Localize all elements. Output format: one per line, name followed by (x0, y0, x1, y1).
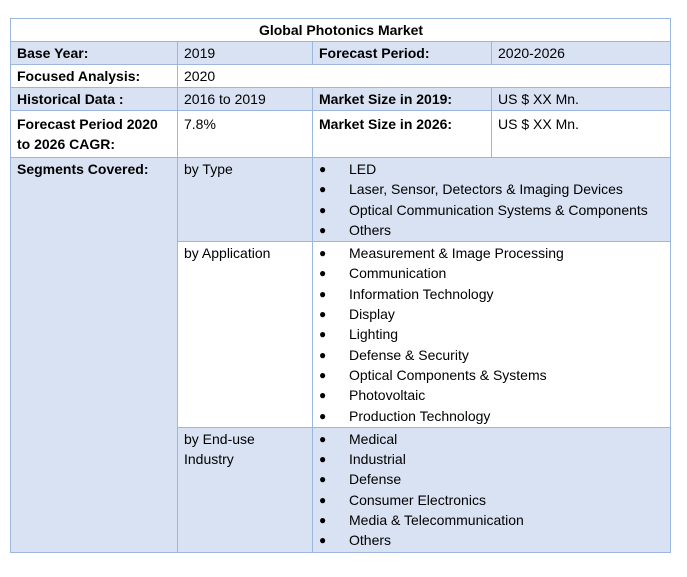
base-year-label: Base Year: (10, 41, 178, 65)
segment-row-type: Segments Covered: by Type ● LED ● Laser, Se… (10, 156, 672, 553)
list-item-text: Display (349, 306, 395, 323)
segment-name: by Application (177, 241, 313, 428)
segment-name: by Type (177, 156, 313, 243)
bullet-icon: ● (319, 367, 327, 382)
list-item-text: Optical Components & Systems (349, 366, 547, 383)
bullet-icon: ● (319, 286, 327, 301)
list-item-text: Medical (349, 430, 398, 447)
list-item: ● Lighting (319, 324, 665, 344)
market-size-2019-value: US $ XX Mn. (490, 87, 672, 111)
segment-row-end-use: by End-use Industry ● Medical ● Industrial ●… (11, 426, 672, 553)
list-item: ● Defense (319, 469, 665, 489)
list-item-text: Others (349, 532, 392, 549)
segment-items-cell: ● Measurement & Image Processing ● Communic… (311, 241, 672, 428)
list-item-text: Optical Communication Systems & Componen… (349, 201, 648, 218)
list-item-text: LED (349, 161, 377, 177)
bullet-icon: ● (319, 266, 327, 281)
segment-items-cell: ● Medical ● Industrial ● Defense ● Consumer Ele… (311, 426, 672, 553)
list-item-text: Defense (349, 471, 402, 488)
segment-list: ● LED ● Laser, Sensor, Detectors & Imaging … (319, 159, 665, 240)
list-item-text: Production Technology (349, 407, 491, 424)
focused-analysis-row: Focused Analysis: 2020 (10, 64, 672, 88)
bullet-icon: ● (319, 347, 327, 362)
list-item-text: Laser, Sensor, Detectors & Imaging Devic… (349, 181, 623, 198)
bullet-icon: ● (319, 431, 327, 446)
list-item: ● Photovoltaic (319, 385, 665, 405)
bullet-icon: ● (319, 492, 327, 507)
focused-analysis-value: 2020 (176, 64, 672, 88)
forecast-cagr-label: Forecast Period 2020 to 2026 CAGR: (10, 110, 178, 158)
market-summary-table: Global Photonics Market Base Year: 2019 … (9, 18, 672, 553)
segment-name: by End-use Industry (177, 426, 313, 553)
segment-items-cell: ● LED ● Laser, Sensor, Detectors & Imaging … (311, 156, 672, 243)
bullet-icon: ● (319, 222, 327, 237)
list-item: ● Information Technology (319, 284, 665, 304)
base-year-value: 2019 (177, 41, 313, 65)
bullet-icon: ● (319, 246, 327, 261)
list-item-text: Others (349, 221, 392, 238)
list-item-text: Industrial (349, 451, 406, 468)
bullet-icon: ● (319, 307, 327, 322)
list-item: ● Industrial (319, 449, 665, 469)
market-size-2026-value: US $ XX Mn. (490, 110, 672, 158)
list-item-text: Lighting (349, 326, 399, 343)
market-size-2019-label: Market Size in 2019: (312, 87, 492, 111)
forecast-period-label: Forecast Period: (312, 41, 492, 65)
bullet-icon: ● (319, 513, 327, 528)
bullet-icon: ● (319, 202, 327, 217)
list-item: ● LED (319, 159, 665, 179)
title-row: Global Photonics Market (9, 18, 672, 42)
historical-data-value: 2016 to 2019 (177, 87, 313, 111)
forecast-cagr-value: 7.8% (177, 110, 313, 158)
list-item: ● Others (319, 530, 665, 550)
list-item-text: Measurement & Image Processing (349, 245, 564, 262)
list-item-text: Photovoltaic (349, 387, 426, 404)
bullet-icon: ● (319, 472, 327, 487)
bullet-icon: ● (319, 452, 327, 467)
bullet-icon: ● (319, 182, 327, 197)
list-item: ● Optical Components & Systems (319, 365, 665, 385)
list-item-text: Communication (349, 265, 447, 282)
forecast-cagr-row: Forecast Period 2020 to 2026 CAGR: 7.8% … (10, 110, 672, 158)
list-item: ● Optical Communication Systems & Compone… (319, 200, 665, 220)
list-item: ● Communication (319, 263, 665, 283)
bullet-icon: ● (319, 388, 327, 403)
list-item-text: Media & Telecommunication (349, 512, 524, 529)
bullet-icon: ● (319, 162, 327, 176)
market-size-2026-label: Market Size in 2026: (312, 110, 492, 158)
list-item-text: Defense & Security (349, 346, 469, 363)
forecast-period-value: 2020-2026 (490, 41, 672, 65)
segment-row-application: by Application ● Measurement & Image Proc… (11, 241, 672, 428)
bullet-icon: ● (319, 408, 327, 423)
base-year-row: Base Year: 2019 Forecast Period: 2020-20… (10, 41, 672, 65)
segments-covered-label: Segments Covered: (10, 157, 178, 553)
list-item: ● Measurement & Image Processing (319, 243, 665, 263)
table-title: Global Photonics Market (9, 18, 672, 42)
list-item-text: Consumer Electronics (349, 491, 486, 508)
historical-data-row: Historical Data : 2016 to 2019 Market Si… (10, 87, 672, 111)
list-item: ● Media & Telecommunication (319, 510, 665, 530)
historical-data-label: Historical Data : (10, 87, 178, 111)
list-item: ● Consumer Electronics (319, 490, 665, 510)
list-item: ● Production Technology (319, 406, 665, 426)
focused-analysis-label: Focused Analysis: (10, 64, 178, 88)
list-item: ● Display (319, 304, 665, 324)
bullet-icon: ● (319, 533, 327, 548)
list-item: ● Others (319, 220, 665, 240)
list-item: ● Medical (319, 429, 665, 449)
segment-list: ● Medical ● Industrial ● Defense ● Consumer Ele… (319, 429, 665, 551)
segment-list: ● Measurement & Image Processing ● Communic… (319, 243, 665, 426)
list-item-text: Information Technology (349, 285, 494, 302)
list-item: ● Defense & Security (319, 345, 665, 365)
bullet-icon: ● (319, 327, 327, 342)
list-item: ● Laser, Sensor, Detectors & Imaging Devi… (319, 179, 665, 199)
